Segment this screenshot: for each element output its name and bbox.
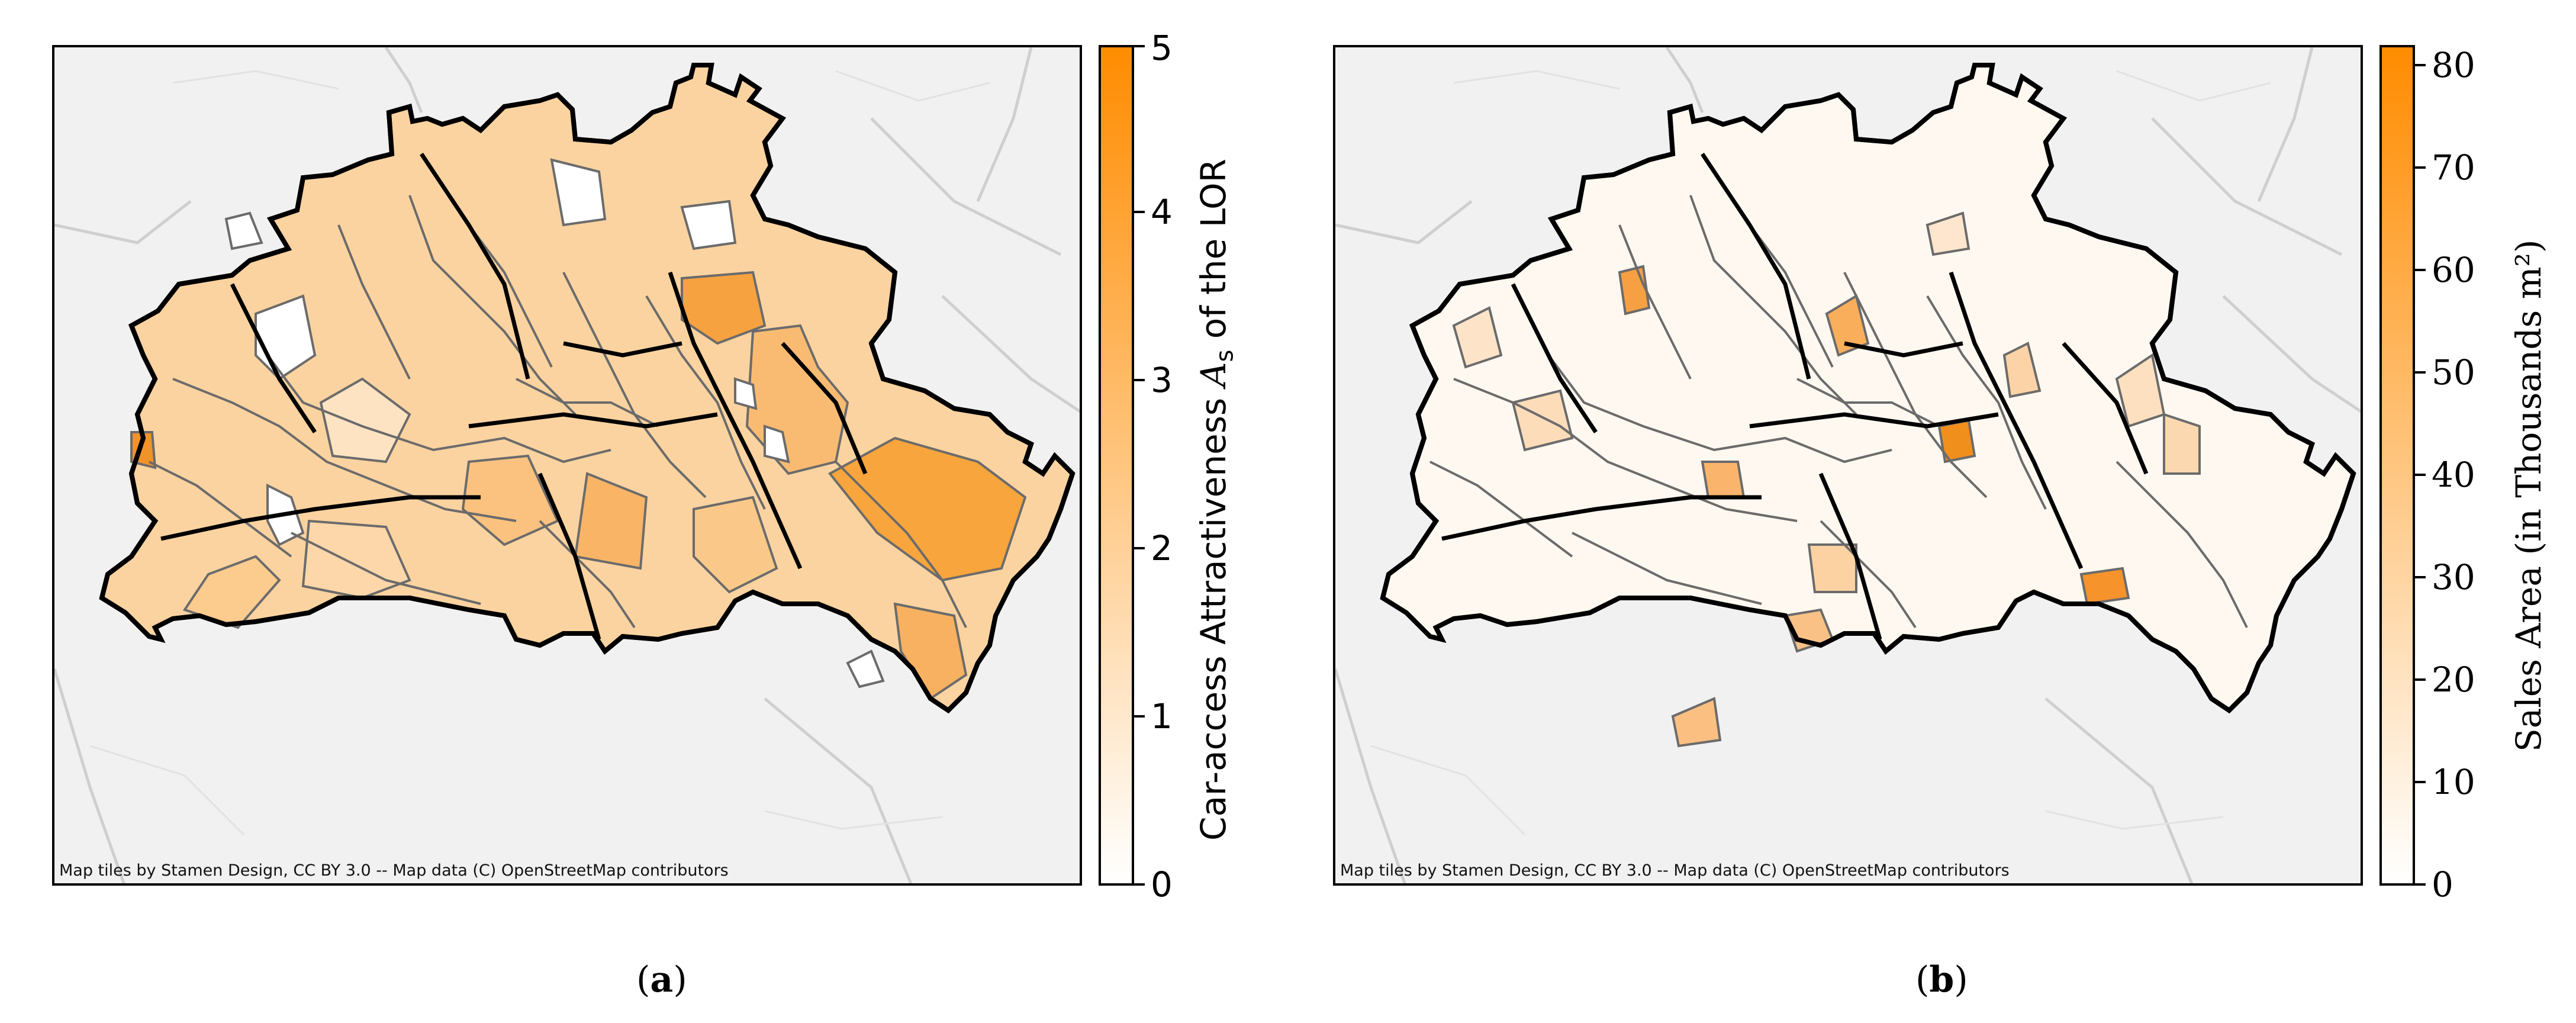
colorbar-b-tick-60: 60 — [2432, 250, 2475, 290]
map-attribution: Map tiles by Stamen Design, CC BY 3.0 --… — [1340, 861, 2010, 880]
lor-borders — [149, 195, 967, 629]
colorbar-b-tick-50: 50 — [2432, 352, 2475, 393]
map-b-svg — [1335, 47, 2361, 883]
map-b[interactable]: Map tiles by Stamen Design, CC BY 3.0 --… — [1333, 45, 2363, 886]
colorbar-a-tick-0: 0 — [1151, 864, 1173, 905]
colorbar-a-tick-1: 1 — [1151, 696, 1173, 736]
colorbar-b-tick-40: 40 — [2432, 455, 2475, 495]
colorbar-a — [1099, 45, 1134, 886]
colorbar-a-tick-2: 2 — [1151, 528, 1173, 568]
colorbar-a-title: Car-access Attractiveness As of the LOR — [1193, 159, 1239, 841]
map-attribution: Map tiles by Stamen Design, CC BY 3.0 --… — [59, 861, 729, 880]
colorbar-b-tick-0: 0 — [2432, 864, 2453, 905]
colorbar-b-tick-80: 80 — [2432, 45, 2475, 85]
caption-b: (b) — [1915, 959, 1968, 1001]
colorbar-b — [2379, 45, 2415, 886]
district-borders — [160, 153, 868, 640]
map-a-svg — [54, 47, 1080, 883]
panel-b: Map tiles by Stamen Design, CC BY 3.0 --… — [1288, 0, 2576, 1023]
colorbar-b-tick-70: 70 — [2432, 147, 2475, 188]
colorbar-b-tick-20: 20 — [2432, 660, 2475, 700]
colorbar-a-tick-3: 3 — [1151, 360, 1173, 400]
caption-a: (a) — [636, 959, 687, 1001]
panel-a: Map tiles by Stamen Design, CC BY 3.0 --… — [52, 28, 1239, 1001]
district-borders — [1441, 153, 2149, 640]
colorbar-a-tick-4: 4 — [1151, 192, 1173, 232]
map-a[interactable]: Map tiles by Stamen Design, CC BY 3.0 --… — [52, 45, 1082, 886]
basemap-roads — [54, 47, 1080, 883]
berlin-boundary — [1383, 65, 2353, 710]
colorbar-b-tick-30: 30 — [2432, 557, 2475, 597]
colorbar-a-tick-5: 5 — [1151, 28, 1173, 68]
lor-regions — [1452, 211, 2201, 748]
colorbar-b-tick-10: 10 — [2432, 762, 2475, 802]
colorbar-b-title: Sales Area (in Thousands m²) — [2509, 239, 2549, 752]
